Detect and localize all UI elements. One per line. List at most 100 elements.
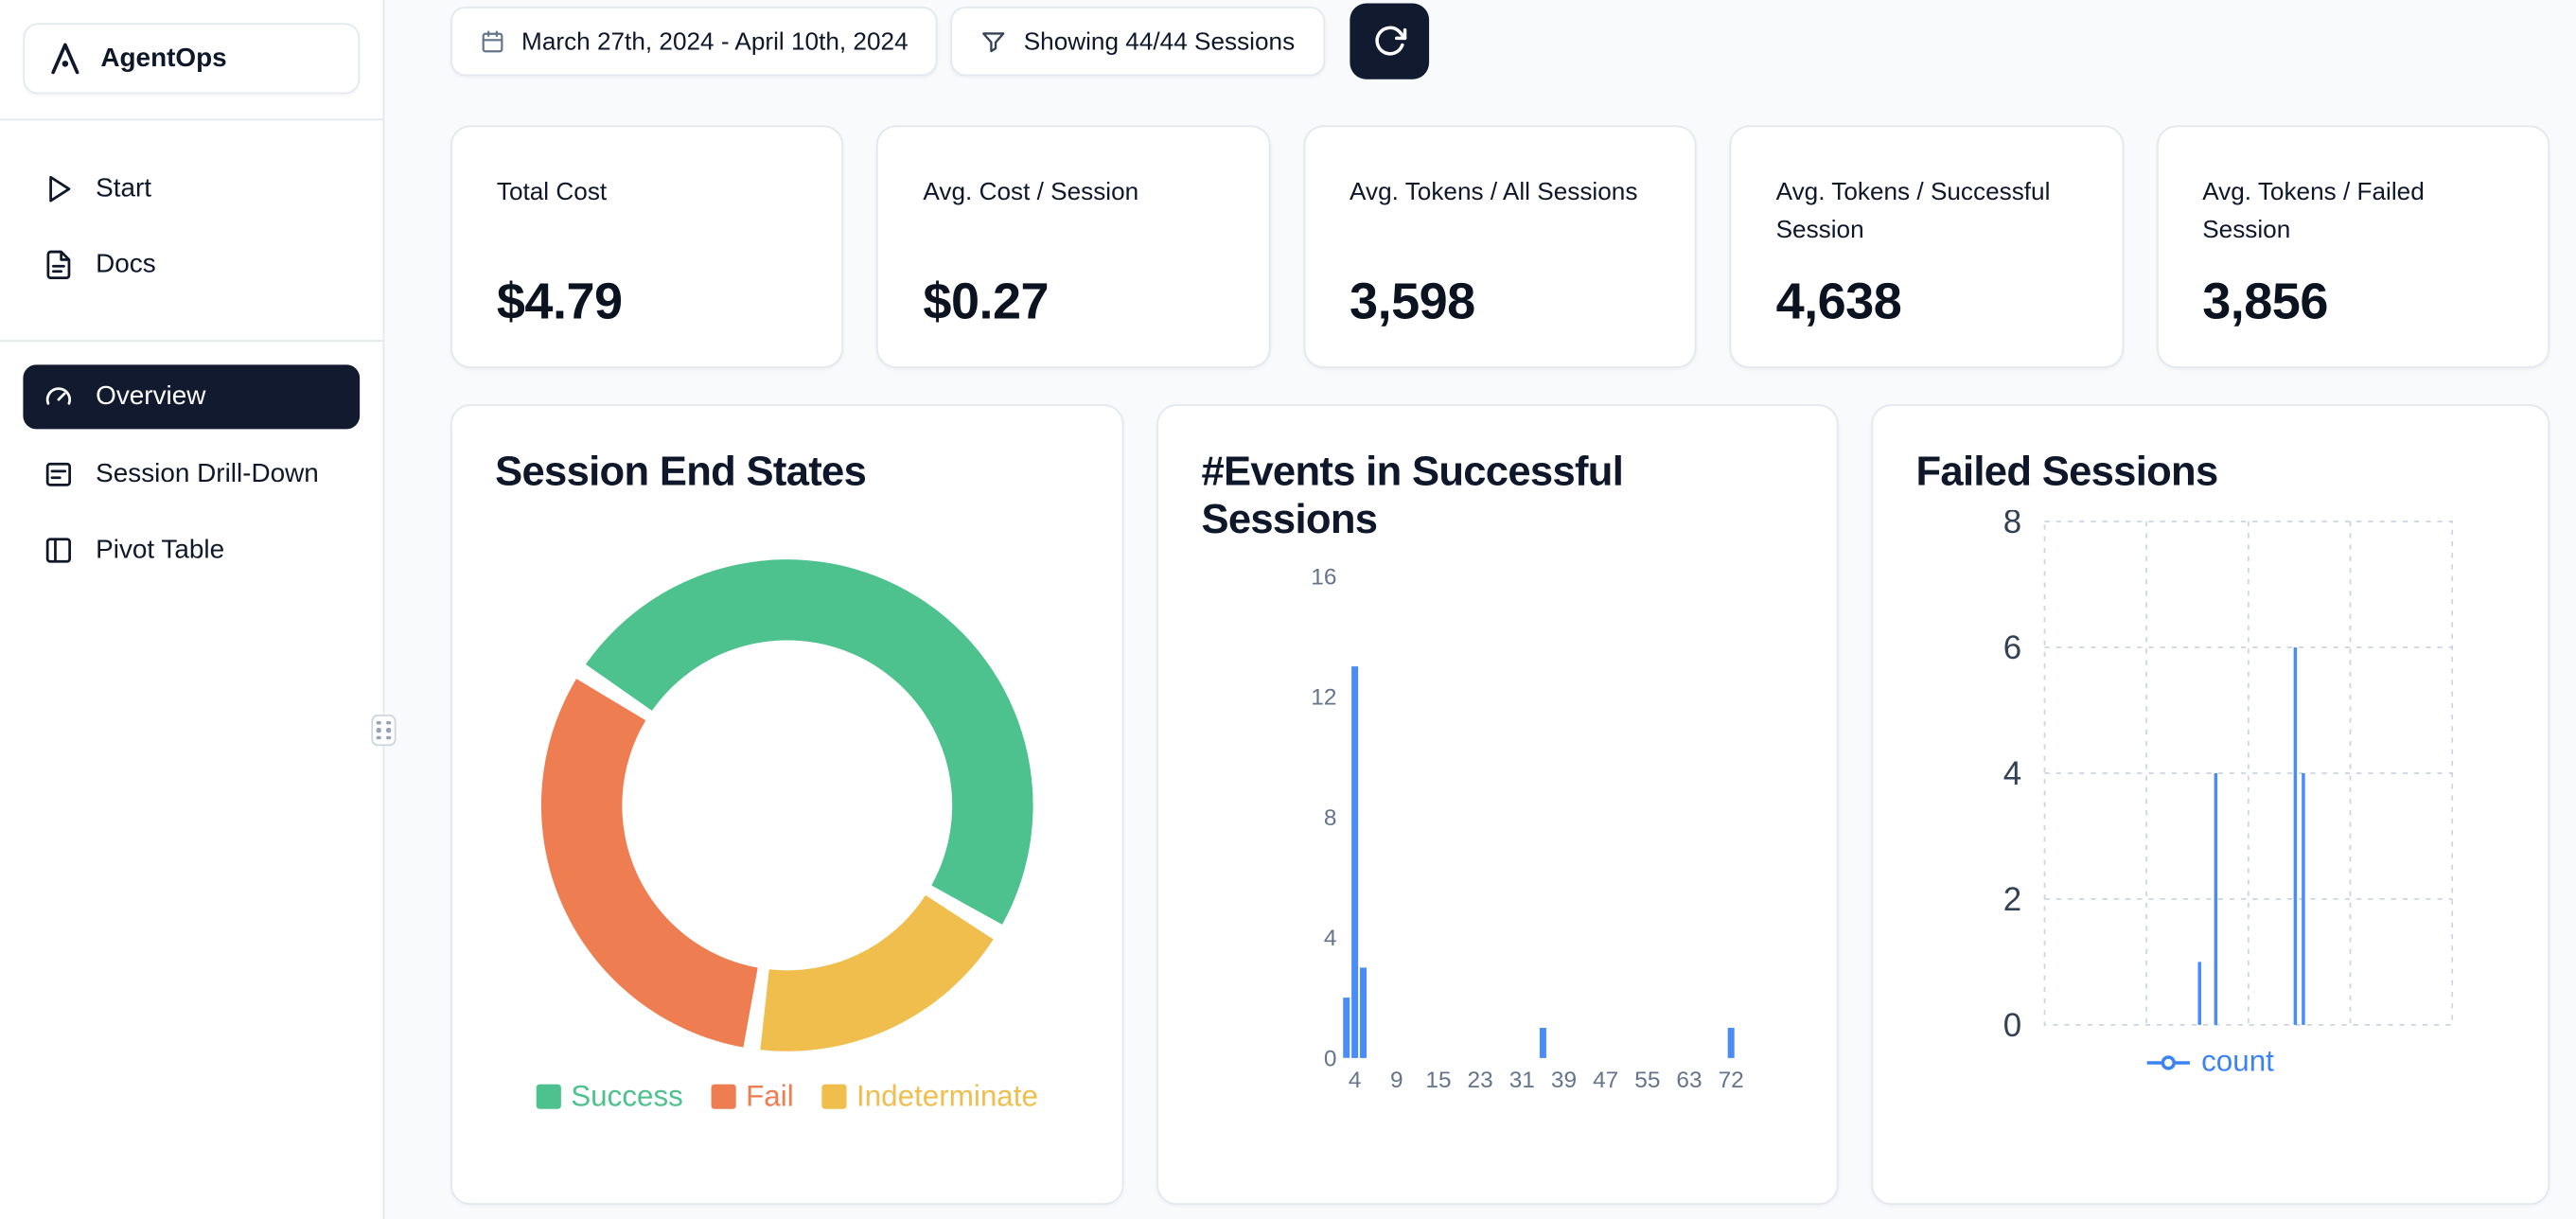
sidebar-item-label: Docs	[96, 250, 156, 278]
refresh-button[interactable]	[1349, 3, 1429, 80]
y-axis-tick-label: 4	[1324, 926, 1337, 951]
stat-card-avg-tokens-failed: Avg. Tokens / Failed Session 3,856	[2156, 125, 2550, 368]
legend-label: Success	[571, 1079, 683, 1113]
stat-label: Avg. Tokens / Failed Session	[2202, 178, 2425, 245]
y-axis-tick-label: 2	[2003, 881, 2021, 918]
sidebar-item-docs[interactable]: Docs	[23, 239, 360, 291]
event-count-bar[interactable]	[1351, 666, 1359, 1058]
event-count-bar[interactable]	[1343, 998, 1350, 1058]
pivot-table-icon	[45, 538, 72, 563]
sidebar-item-overview[interactable]: Overview	[23, 364, 361, 430]
stat-value: $4.79	[496, 272, 623, 330]
session-list-icon	[45, 462, 72, 486]
sidebar-divider	[0, 118, 383, 121]
session-end-states-donut[interactable]	[523, 541, 1051, 1069]
stat-label: Avg. Tokens / All Sessions	[1350, 178, 1638, 206]
chart-title: #Events in Successful Sessions	[1201, 449, 1624, 543]
calendar-icon	[482, 29, 503, 52]
session-end-states-card: Session End States Success Fail Indetermin…	[450, 404, 1124, 1205]
sidebar-item-pivot-table[interactable]: Pivot Table	[23, 525, 360, 576]
refresh-icon	[1374, 26, 1406, 56]
stat-value: 3,598	[1350, 272, 1475, 330]
failed-sessions-card: Failed Sessions 0 2 4 6 8 count	[1871, 404, 2550, 1205]
y-axis-tick-label: 16	[1311, 564, 1336, 590]
sessions-filter-label: Showing 44/44 Sessions	[1023, 26, 1296, 56]
y-axis-tick-label: 0	[2003, 1007, 2021, 1041]
x-axis-tick-label: 72	[1719, 1068, 1744, 1093]
gauge-icon	[45, 387, 71, 405]
legend-item-success[interactable]: Success	[536, 1079, 683, 1114]
stat-card-avg-tokens-successful: Avg. Tokens / Successful Session 4,638	[1729, 125, 2124, 368]
docs-icon	[46, 250, 71, 280]
stat-cards-row: Total Cost $4.79 Avg. Cost / Session $0.…	[450, 125, 2550, 368]
app-title: AgentOps	[100, 44, 227, 72]
donut-slice-success[interactable]	[585, 559, 1033, 925]
y-axis-tick-label: 6	[2003, 629, 2021, 666]
sidebar-nav-top: Start Docs	[0, 164, 383, 291]
donut-slice-indeterminate[interactable]	[760, 894, 994, 1051]
x-axis-tick-label: 23	[1468, 1068, 1493, 1093]
stat-label: Total Cost	[496, 178, 608, 206]
date-range-label: March 27th, 2024 - April 10th, 2024	[521, 26, 909, 56]
event-count-bar[interactable]	[1360, 967, 1367, 1058]
x-axis-tick-label: 31	[1509, 1068, 1535, 1093]
x-axis-tick-label: 39	[1551, 1068, 1577, 1093]
legend-label: Indeterminate	[856, 1079, 1038, 1113]
legend-label: count	[2201, 1044, 2274, 1078]
event-count-bar[interactable]	[1727, 1028, 1735, 1058]
legend-item-fail[interactable]: Fail	[711, 1079, 794, 1114]
sidebar-item-label: Start	[96, 173, 152, 203]
stat-value: 4,638	[1775, 272, 1902, 330]
y-axis-tick-label: 8	[2003, 510, 2021, 540]
donut-slice-fail[interactable]	[540, 679, 758, 1048]
chart-title: Failed Sessions	[1915, 449, 2218, 496]
donut-legend: Success Fail Indeterminate	[495, 1079, 1079, 1114]
stat-label: Avg. Tokens / Successful Session	[1775, 178, 2051, 245]
sidebar-nav-main: Overview Session Drill-Down Pivot Table	[0, 364, 383, 600]
x-axis-tick-label: 55	[1634, 1068, 1660, 1093]
sidebar-item-label: Pivot Table	[96, 535, 225, 564]
sidebar-divider	[0, 340, 383, 342]
agentops-logo-icon	[51, 43, 79, 75]
filter-icon	[982, 32, 1005, 53]
failed-sessions-legend[interactable]: count	[1915, 1045, 2505, 1080]
play-icon	[49, 175, 71, 203]
topbar: March 27th, 2024 - April 10th, 2024 Show…	[450, 3, 2550, 80]
date-range-button[interactable]: March 27th, 2024 - April 10th, 2024	[450, 6, 939, 77]
sidebar-item-label: Session Drill-Down	[96, 459, 319, 488]
stat-card-avg-cost-session: Avg. Cost / Session $0.27	[876, 125, 1271, 368]
legend-label: Fail	[746, 1079, 794, 1113]
stat-value: 3,856	[2202, 272, 2328, 330]
event-count-bar[interactable]	[1539, 1028, 1546, 1058]
sidebar-resize-handle[interactable]	[371, 715, 397, 747]
sessions-filter-button[interactable]: Showing 44/44 Sessions	[950, 6, 1325, 77]
legend-swatch	[821, 1084, 847, 1109]
sidebar-item-session-drilldown[interactable]: Session Drill-Down	[23, 449, 360, 500]
x-axis-tick-label: 9	[1390, 1068, 1403, 1093]
x-axis-tick-label: 15	[1425, 1068, 1451, 1093]
legend-swatch	[536, 1084, 561, 1109]
agentops-logo[interactable]: AgentOps	[23, 23, 361, 95]
y-axis-tick-label: 12	[1311, 685, 1336, 711]
main-content: March 27th, 2024 - April 10th, 2024 Show…	[384, 0, 2576, 1219]
y-axis-tick-label: 0	[1324, 1046, 1337, 1071]
failed-sessions-chart[interactable]: 0 2 4 6 8	[1915, 510, 2510, 1041]
events-in-successful-sessions-card: #Events in Successful Sessions 0 4 8 12 16 4 9…	[1156, 404, 1839, 1205]
y-axis-tick-label: 4	[2003, 755, 2021, 792]
stat-label: Avg. Cost / Session	[923, 178, 1139, 206]
stat-value: $0.27	[923, 272, 1050, 330]
x-axis-tick-label: 4	[1349, 1068, 1362, 1093]
charts-row: Session End States Success Fail Indetermin…	[450, 404, 2550, 1205]
stat-card-total-cost: Total Cost $4.79	[450, 125, 844, 368]
y-axis-tick-label: 8	[1324, 805, 1337, 831]
legend-swatch	[711, 1084, 736, 1109]
chart-title: Session End States	[495, 449, 867, 496]
x-axis-tick-label: 47	[1593, 1068, 1618, 1093]
count-series-marker-icon	[2146, 1054, 2190, 1069]
legend-item-indeterminate[interactable]: Indeterminate	[821, 1079, 1038, 1114]
x-axis-tick-label: 63	[1676, 1068, 1702, 1093]
sidebar-item-start[interactable]: Start	[23, 164, 360, 215]
stat-card-avg-tokens-all: Avg. Tokens / All Sessions 3,598	[1303, 125, 1697, 368]
